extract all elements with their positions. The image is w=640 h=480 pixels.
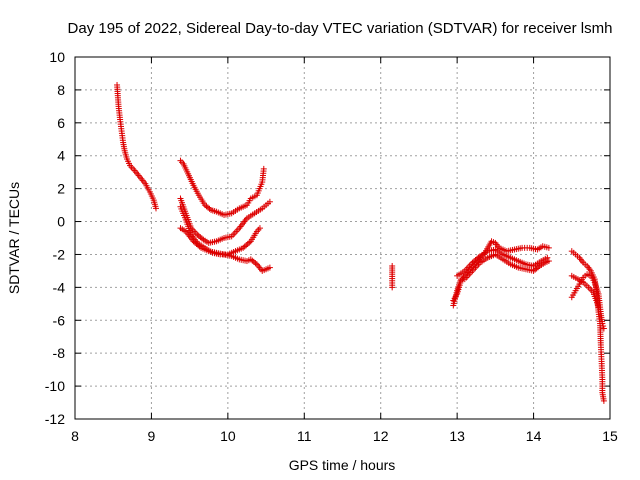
y-tick-label: 0 <box>57 214 65 230</box>
x-tick-label: 15 <box>602 428 618 444</box>
y-tick-label: -10 <box>45 378 65 394</box>
data-point <box>545 244 552 251</box>
y-tick-label: 6 <box>57 115 65 131</box>
plot-frame <box>74 56 611 420</box>
data-point <box>246 239 253 246</box>
y-tick-label: -4 <box>53 279 66 295</box>
y-tick-label: 10 <box>49 49 65 65</box>
data-point <box>260 165 267 172</box>
x-tick-label: 11 <box>297 428 312 444</box>
x-axis-ticks: 8 9 10 11 12 13 14 15 <box>71 57 618 444</box>
y-tick-label: 8 <box>57 82 65 98</box>
data-point <box>545 258 552 265</box>
y-tick-label: 2 <box>57 181 65 197</box>
y-tick-label: -6 <box>53 312 66 328</box>
data-point <box>600 325 607 332</box>
grid-lines <box>75 57 610 419</box>
x-tick-label: 13 <box>449 428 465 444</box>
data-point <box>544 254 551 261</box>
x-axis-label: GPS time / hours <box>289 457 396 473</box>
data-point <box>256 225 263 232</box>
y-tick-label: -8 <box>53 345 66 361</box>
x-tick-label: 8 <box>71 428 79 444</box>
data-point <box>153 205 160 212</box>
data-point <box>266 264 273 271</box>
data-point <box>244 240 251 247</box>
chart-title: Day 195 of 2022, Sidereal Day-to-day VTE… <box>68 20 613 37</box>
x-tick-label: 10 <box>220 428 236 444</box>
y-tick-label: -2 <box>53 246 66 262</box>
data-points <box>114 81 607 404</box>
y-axis-ticks: -12 -10 -8 -6 -4 -2 0 2 4 6 8 10 <box>45 49 610 427</box>
data-point <box>595 304 602 311</box>
x-tick-label: 12 <box>373 428 389 444</box>
y-tick-label: -12 <box>45 411 65 427</box>
data-point <box>243 242 250 249</box>
data-point <box>389 284 396 291</box>
y-axis-label: SDTVAR / TECUs <box>6 182 22 294</box>
x-tick-label: 9 <box>148 428 156 444</box>
y-tick-label: 4 <box>57 148 65 164</box>
x-tick-label: 14 <box>526 428 542 444</box>
data-point <box>600 397 607 404</box>
data-point <box>266 198 273 205</box>
